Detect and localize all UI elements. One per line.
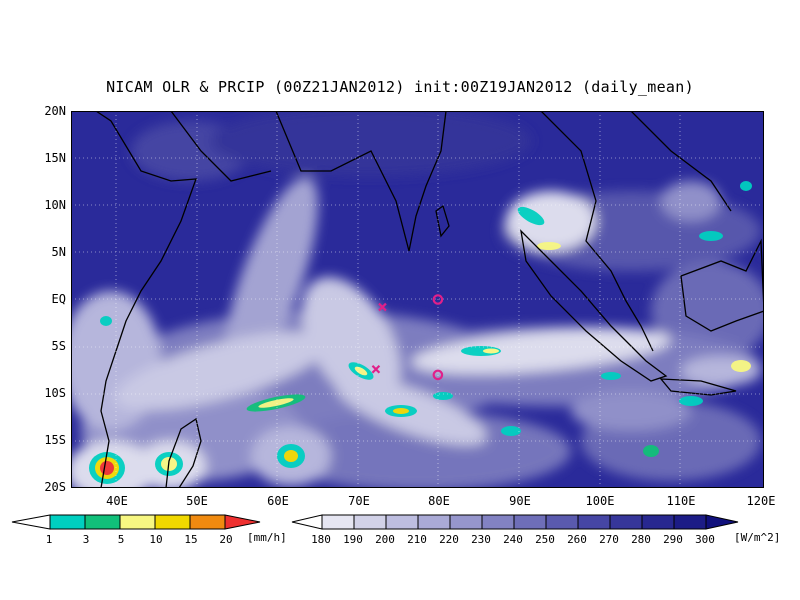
lat-label-10n: 10N <box>44 198 66 212</box>
olr-colorbar-cell <box>417 514 451 530</box>
olr-tick-230: 230 <box>471 533 491 546</box>
olr-colorbar-max-arrow <box>705 514 739 530</box>
olr-unit: [W/m^2] <box>734 531 781 544</box>
lat-label-15n: 15N <box>44 151 66 165</box>
precip-colorbar-min-arrow <box>11 514 51 530</box>
olr-colorbar <box>291 514 739 530</box>
coastlines <box>95 111 764 488</box>
precip-colorbar-max-arrow <box>224 514 261 530</box>
lon-label-50e: 50E <box>186 494 208 508</box>
observation-markers <box>371 294 444 381</box>
olr-colorbar-cell <box>481 514 515 530</box>
olr-colorbar-cell <box>449 514 483 530</box>
olr-colorbar-cell <box>513 514 547 530</box>
olr-colorbar-cell <box>321 514 355 530</box>
precip-colorbar-cell <box>84 514 121 530</box>
lat-label-20n: 20N <box>44 104 66 118</box>
precip-colorbar-cell <box>154 514 191 530</box>
x-marker <box>371 364 381 374</box>
olr-colorbar-cell <box>577 514 611 530</box>
olr-tick-270: 270 <box>599 533 619 546</box>
lat-label-eq: EQ <box>51 292 66 306</box>
olr-colorbar-cell <box>353 514 387 530</box>
lon-label-100e: 100E <box>585 494 615 508</box>
olr-tick-220: 220 <box>439 533 459 546</box>
olr-tick-290: 290 <box>663 533 683 546</box>
precip-colorbar-cell <box>49 514 86 530</box>
olr-tick-300: 300 <box>695 533 715 546</box>
lat-label-5n: 5N <box>51 245 66 259</box>
olr-colorbar-cell <box>385 514 419 530</box>
lat-label-20s: 20S <box>44 480 66 494</box>
olr-cloud-field <box>71 111 764 488</box>
precip-tick-5: 5 <box>117 533 125 546</box>
precip-tick-20: 20 <box>219 533 233 546</box>
lon-label-110e: 110E <box>666 494 696 508</box>
precip-tick-15: 15 <box>184 533 198 546</box>
olr-colorbar-min-arrow <box>291 514 323 530</box>
olr-tick-260: 260 <box>567 533 587 546</box>
precip-colorbar <box>11 514 261 530</box>
precip-tick-3: 3 <box>82 533 90 546</box>
lon-label-70e: 70E <box>348 494 370 508</box>
olr-colorbar-cell <box>673 514 707 530</box>
precip-colorbar-cell <box>119 514 156 530</box>
map-title: NICAM OLR & PRCIP (00Z21JAN2012) init:00… <box>106 78 694 96</box>
x-marker <box>378 302 387 312</box>
olr-tick-250: 250 <box>535 533 555 546</box>
lat-label-5s: 5S <box>51 339 66 353</box>
olr-precip-map <box>71 111 764 488</box>
olr-colorbar-cell <box>609 514 643 530</box>
olr-tick-200: 200 <box>375 533 395 546</box>
lon-label-80e: 80E <box>428 494 450 508</box>
olr-tick-180: 180 <box>311 533 331 546</box>
olr-tick-280: 280 <box>631 533 651 546</box>
precip-tick-10: 10 <box>149 533 163 546</box>
lon-label-120e: 120E <box>746 494 776 508</box>
lat-lon-grid <box>71 111 764 488</box>
lon-label-40e: 40E <box>106 494 128 508</box>
olr-tick-240: 240 <box>503 533 523 546</box>
olr-tick-210: 210 <box>407 533 427 546</box>
circle-marker <box>432 294 444 305</box>
olr-colorbar-cell <box>641 514 675 530</box>
olr-colorbar-cell <box>545 514 579 530</box>
olr-tick-190: 190 <box>343 533 363 546</box>
circle-marker <box>432 369 444 381</box>
lon-label-90e: 90E <box>509 494 531 508</box>
precip-unit: [mm/h] <box>247 531 287 544</box>
lon-label-60e: 60E <box>267 494 289 508</box>
lat-label-15s: 15S <box>44 433 66 447</box>
precip-tick-1: 1 <box>45 533 53 546</box>
lat-label-10s: 10S <box>44 386 66 400</box>
precip-field <box>89 181 752 484</box>
precip-colorbar-cell <box>189 514 226 530</box>
